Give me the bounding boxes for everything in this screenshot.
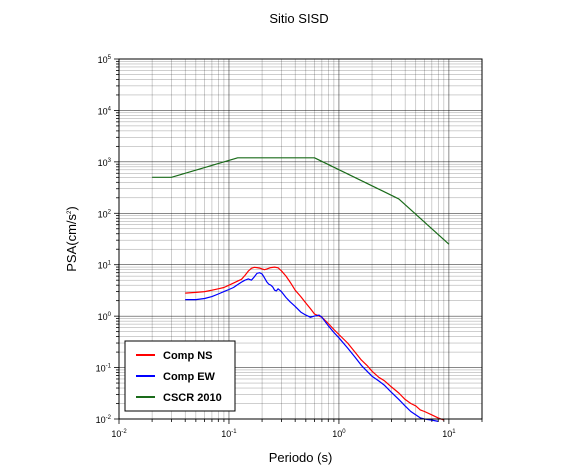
x-tick-label-exponent: 1 [452,429,456,435]
y-tick-label-base: 10 [96,415,106,425]
x-axis-label: Periodo (s) [269,450,333,465]
y-tick-label: 104 [98,106,112,116]
y-tick-label-exponent: -1 [106,364,112,370]
y-tick-label: 102 [98,209,112,219]
x-tick-label-base: 10 [221,429,231,439]
y-tick-label-base: 10 [98,261,108,271]
y-axis-label-main: PSA(cm/s [64,213,79,271]
legend-items: Comp NS Comp EW CSCR 2010 [136,350,222,404]
y-tick-label-exponent: 1 [108,261,112,267]
y-tick-label-exponent: 5 [108,55,112,61]
chart-title: Sitio SISD [269,11,328,26]
y-tick-label: 101 [98,261,112,271]
y-axis-label-close: ) [64,206,79,210]
series-line-2 [152,157,450,245]
y-axis-label: PSA(cm/s2) [64,206,79,271]
x-tick-label-exponent: -1 [231,429,237,435]
x-tick-label-exponent: 0 [342,429,346,435]
y-tick-label: 100 [98,312,112,322]
plot-frame [118,58,483,420]
y-tick-label-exponent: 3 [108,158,112,164]
y-tick-label-exponent: -2 [106,415,112,421]
legend-label: CSCR 2010 [163,392,222,404]
y-tick-label-exponent: 2 [108,209,112,215]
x-tick-label-base: 10 [332,429,342,439]
y-tick-label: 103 [98,158,112,168]
y-tick-label: 10-1 [96,364,112,374]
grid [118,58,483,420]
y-tick-label-base: 10 [98,312,108,322]
y-tick-label-exponent: 0 [108,312,112,318]
x-tick-label: 101 [442,429,456,439]
x-tick-label-base: 10 [442,429,452,439]
y-tick-label-base: 10 [98,55,108,65]
legend-label: Comp EW [163,371,216,383]
x-tick-label: 10-1 [221,429,237,439]
x-tick-label: 10-2 [111,429,127,439]
y-tick-label-base: 10 [98,158,108,168]
legend: Comp NS Comp EW CSCR 2010 [124,340,236,412]
y-tick-label: 10-2 [96,415,112,425]
legend-label: Comp NS [163,350,213,362]
y-tick-label: 105 [98,55,112,65]
y-tick-label-base: 10 [98,106,108,116]
x-tick-label: 100 [332,429,346,439]
y-tick-label-base: 10 [98,209,108,219]
series-line-1 [185,272,439,422]
y-tick-label-base: 10 [96,364,106,374]
y-tick-label-exponent: 4 [108,106,112,112]
y-axis-label-sup: 2 [67,210,73,214]
x-tick-label-base: 10 [111,429,121,439]
series-layer [152,157,450,422]
series-line-0 [185,266,445,421]
x-tick-label-exponent: -2 [121,429,127,435]
